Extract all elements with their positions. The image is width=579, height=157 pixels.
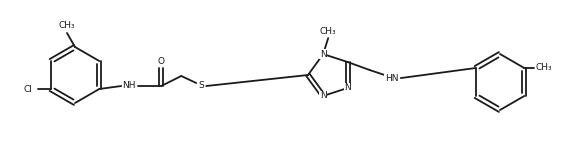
Text: O: O	[157, 57, 165, 65]
Text: HN: HN	[385, 74, 398, 83]
Text: CH₃: CH₃	[58, 22, 75, 30]
Text: NH: NH	[123, 81, 136, 90]
Text: Cl: Cl	[23, 84, 32, 94]
Text: S: S	[199, 81, 204, 90]
Text: N: N	[320, 91, 327, 100]
Text: CH₃: CH₃	[536, 63, 552, 73]
Text: N: N	[320, 50, 327, 59]
Text: N: N	[345, 83, 351, 92]
Text: CH₃: CH₃	[320, 27, 336, 36]
